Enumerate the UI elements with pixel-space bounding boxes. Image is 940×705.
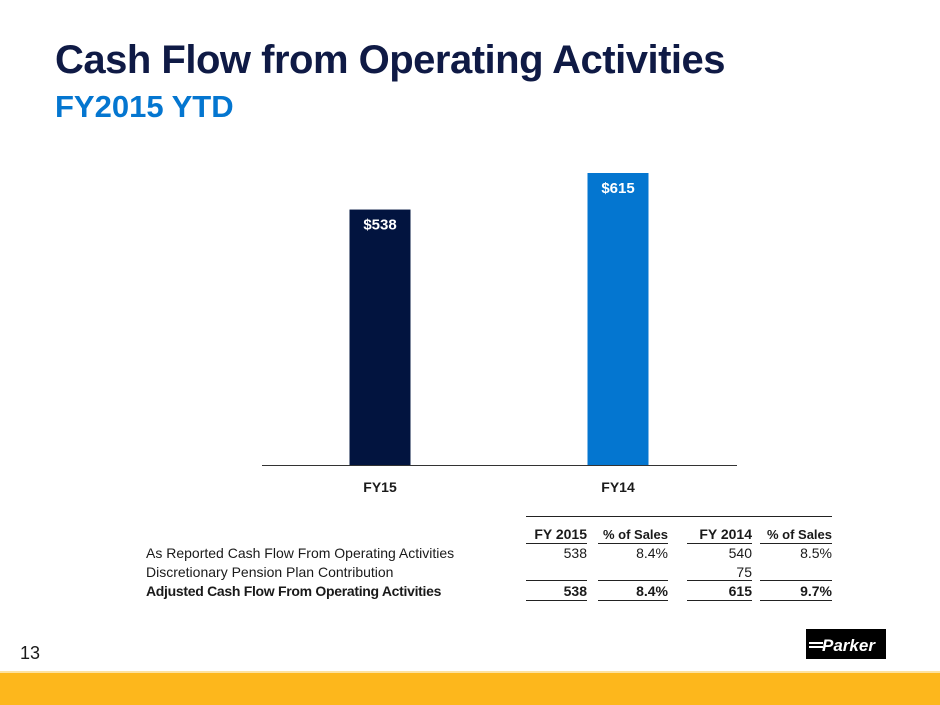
page-number: 13 bbox=[20, 643, 41, 663]
total-bottom-rule bbox=[687, 600, 752, 601]
logo-text: Parker bbox=[822, 636, 876, 655]
cell-value: 538 bbox=[563, 583, 587, 599]
table-top-rule bbox=[526, 516, 832, 517]
cell-value: 538 bbox=[563, 545, 587, 561]
header-fy2014: FY 2014 bbox=[699, 526, 752, 542]
x-tick-label: FY14 bbox=[601, 479, 635, 495]
row-label-pension: Discretionary Pension Plan Contribution bbox=[146, 564, 394, 580]
footer-band bbox=[0, 673, 940, 705]
cell-value: 8.4% bbox=[636, 545, 668, 561]
header-pct-sales-2014: % of Sales bbox=[766, 527, 832, 542]
parker-logo-icon: Parker bbox=[809, 636, 876, 655]
parker-logo: Parker bbox=[806, 629, 886, 659]
header-underline bbox=[760, 543, 832, 544]
cell-value: 8.5% bbox=[800, 545, 832, 561]
data-label: $615 bbox=[601, 180, 634, 197]
data-label: $538 bbox=[363, 217, 396, 234]
bar-fy15 bbox=[349, 209, 411, 465]
slide-title: Cash Flow from Operating Activities bbox=[55, 38, 726, 82]
footer-highlight bbox=[0, 671, 940, 673]
cell-value: 615 bbox=[728, 583, 752, 599]
header-underline bbox=[598, 543, 668, 544]
total-bottom-rule bbox=[760, 600, 832, 601]
header-underline bbox=[687, 543, 752, 544]
bar-chart: $538 FY15 $615 FY14 bbox=[262, 173, 737, 495]
cell-value: 9.7% bbox=[800, 583, 832, 599]
row-label-adjusted: Adjusted Cash Flow From Operating Activi… bbox=[146, 583, 442, 599]
total-top-rule bbox=[598, 580, 668, 581]
total-top-rule bbox=[760, 580, 832, 581]
total-bottom-rule bbox=[526, 600, 587, 601]
cell-value: 8.4% bbox=[636, 583, 668, 599]
cell-value: 540 bbox=[728, 545, 752, 561]
bar-fy14 bbox=[587, 173, 649, 465]
header-pct-sales-2015: % of Sales bbox=[602, 527, 668, 542]
cell-value: 75 bbox=[736, 564, 752, 580]
total-bottom-rule bbox=[598, 600, 668, 601]
total-top-rule bbox=[687, 580, 752, 581]
slide-subtitle: FY2015 YTD bbox=[55, 89, 234, 124]
row-label-as-reported: As Reported Cash Flow From Operating Act… bbox=[146, 545, 455, 561]
header-underline bbox=[526, 543, 587, 544]
total-top-rule bbox=[526, 580, 587, 581]
header-fy2015: FY 2015 bbox=[534, 526, 587, 542]
x-tick-label: FY15 bbox=[363, 479, 397, 495]
